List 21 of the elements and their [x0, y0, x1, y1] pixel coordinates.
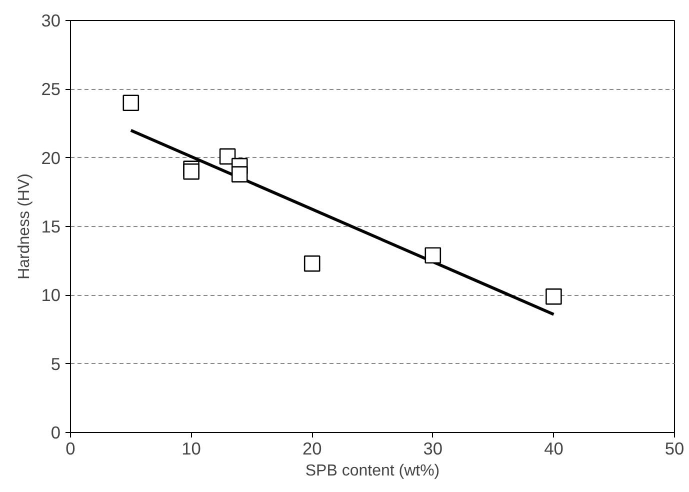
x-tick-label: 40	[544, 438, 564, 458]
y-tick-label: 10	[41, 285, 61, 306]
x-tick-label: 0	[66, 438, 76, 458]
point	[424, 247, 442, 264]
x-tick-label: 20	[302, 438, 322, 458]
y-tick-label: 15	[41, 216, 61, 236]
x-tick-label: 10	[182, 438, 201, 458]
x-tick-label: 30	[423, 438, 443, 458]
x-axis-title: SPB content (wt%)	[305, 462, 440, 480]
y-tick-label: 25	[41, 79, 61, 100]
y-tick-label: 20	[41, 148, 61, 168]
y-tick-label: 30	[41, 10, 61, 30]
point	[231, 166, 248, 182]
point	[122, 94, 140, 112]
point	[304, 255, 320, 272]
point	[546, 288, 562, 305]
y-tick-label: 5	[50, 354, 61, 374]
y-tick-label: 0	[50, 422, 61, 442]
point	[183, 163, 200, 180]
x-tick-label: 50	[664, 438, 684, 458]
y-axis-title: Hardness (HV)	[16, 174, 34, 280]
